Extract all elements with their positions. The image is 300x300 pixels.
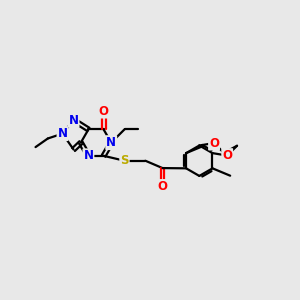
Text: O: O xyxy=(99,105,109,118)
Text: S: S xyxy=(120,154,129,167)
Text: N: N xyxy=(106,136,116,149)
Text: N: N xyxy=(83,149,93,162)
Text: N: N xyxy=(69,114,79,127)
Text: O: O xyxy=(209,136,219,150)
Text: N: N xyxy=(58,127,68,140)
Text: O: O xyxy=(158,180,167,193)
Text: O: O xyxy=(222,149,232,162)
